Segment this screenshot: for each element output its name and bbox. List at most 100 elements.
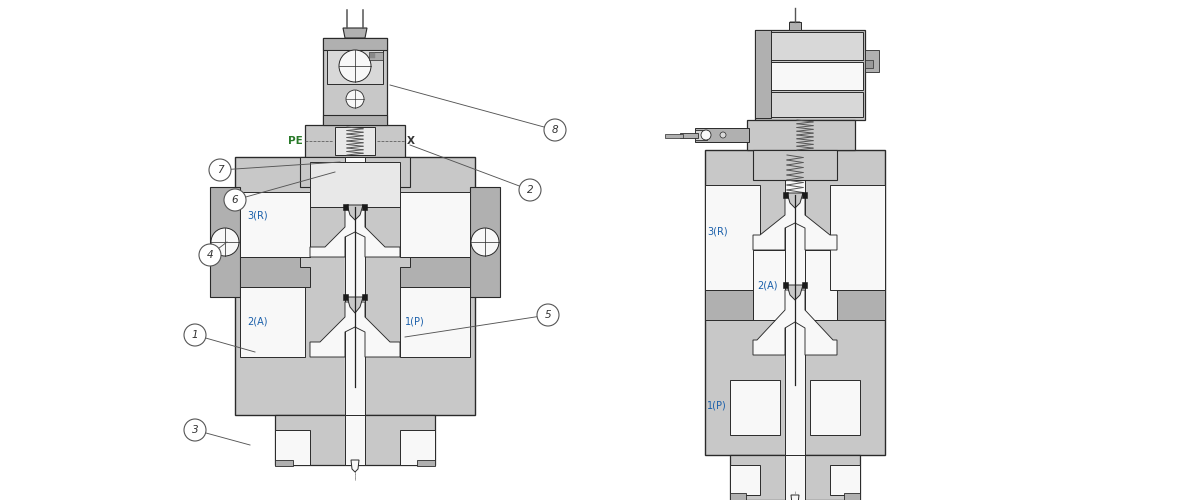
Text: X: X xyxy=(407,136,415,146)
Bar xyxy=(695,128,749,142)
Bar xyxy=(695,130,707,140)
Bar xyxy=(757,62,863,90)
Bar xyxy=(362,204,367,210)
Text: 6: 6 xyxy=(231,195,238,205)
Text: 5: 5 xyxy=(545,310,551,320)
Text: 2: 2 xyxy=(527,185,533,195)
Circle shape xyxy=(471,228,500,256)
Bar xyxy=(757,32,863,60)
Bar xyxy=(335,127,375,155)
Bar xyxy=(830,185,885,290)
Bar xyxy=(754,150,837,180)
Text: 8: 8 xyxy=(552,125,558,135)
Bar xyxy=(801,282,807,288)
Bar xyxy=(323,38,387,128)
Circle shape xyxy=(701,130,710,140)
Circle shape xyxy=(208,159,231,181)
Text: 3(R): 3(R) xyxy=(247,210,267,220)
Bar xyxy=(789,22,801,30)
Circle shape xyxy=(720,132,726,138)
Bar xyxy=(830,465,860,495)
Bar xyxy=(276,460,294,466)
Polygon shape xyxy=(791,495,799,500)
Circle shape xyxy=(211,228,238,256)
Bar xyxy=(276,415,435,465)
Bar xyxy=(300,157,410,187)
Text: 3(R): 3(R) xyxy=(707,227,727,237)
Circle shape xyxy=(339,50,371,82)
Polygon shape xyxy=(837,290,885,320)
Bar xyxy=(343,204,347,210)
Bar xyxy=(417,460,435,466)
Bar xyxy=(310,162,400,207)
Bar xyxy=(865,60,873,68)
Bar xyxy=(755,30,772,118)
Bar xyxy=(730,380,780,435)
Bar xyxy=(730,455,860,500)
Polygon shape xyxy=(310,302,400,357)
Polygon shape xyxy=(787,193,803,208)
Bar xyxy=(757,92,863,117)
Circle shape xyxy=(544,119,565,141)
Bar xyxy=(665,134,683,138)
Text: 4: 4 xyxy=(207,250,213,260)
Polygon shape xyxy=(789,22,800,30)
Circle shape xyxy=(346,90,364,108)
Polygon shape xyxy=(310,207,400,257)
Polygon shape xyxy=(347,297,363,313)
Bar xyxy=(240,287,305,357)
Bar xyxy=(305,125,405,157)
Circle shape xyxy=(184,419,206,441)
Text: 2(A): 2(A) xyxy=(757,280,778,290)
Bar xyxy=(345,157,365,415)
Bar xyxy=(680,133,698,138)
Bar xyxy=(327,50,383,84)
Bar xyxy=(754,250,785,320)
Bar xyxy=(362,294,367,300)
Bar xyxy=(345,415,365,465)
Bar xyxy=(730,493,746,500)
Bar xyxy=(785,455,805,500)
Bar xyxy=(704,150,885,455)
Bar xyxy=(785,150,805,455)
Bar xyxy=(783,192,788,198)
Bar xyxy=(323,38,387,50)
Bar xyxy=(748,120,855,150)
Bar xyxy=(783,282,788,288)
Text: 1(P): 1(P) xyxy=(405,317,425,327)
Polygon shape xyxy=(343,28,367,38)
Polygon shape xyxy=(400,257,470,287)
Bar xyxy=(240,192,310,257)
Text: 2(A): 2(A) xyxy=(247,317,267,327)
Bar xyxy=(235,157,474,415)
Polygon shape xyxy=(347,205,363,220)
Polygon shape xyxy=(704,290,754,320)
Bar xyxy=(704,185,760,290)
Polygon shape xyxy=(240,257,310,287)
Circle shape xyxy=(537,304,559,326)
Polygon shape xyxy=(754,290,837,355)
Bar xyxy=(276,430,310,465)
Bar xyxy=(810,380,860,435)
Bar xyxy=(755,30,865,120)
Bar xyxy=(400,287,470,357)
Circle shape xyxy=(199,244,220,266)
Bar xyxy=(845,493,860,500)
Bar xyxy=(370,53,375,58)
Polygon shape xyxy=(351,460,359,472)
Text: 7: 7 xyxy=(217,165,223,175)
Text: PE: PE xyxy=(289,136,303,146)
Circle shape xyxy=(224,189,246,211)
Polygon shape xyxy=(787,285,803,300)
Bar xyxy=(369,52,383,60)
Circle shape xyxy=(519,179,541,201)
Bar xyxy=(470,187,500,297)
Bar xyxy=(400,192,470,257)
Bar xyxy=(323,115,387,125)
Bar xyxy=(343,294,347,300)
Text: 3: 3 xyxy=(192,425,199,435)
Bar xyxy=(805,250,837,320)
Bar xyxy=(400,430,435,465)
Bar xyxy=(865,50,879,72)
Bar xyxy=(730,465,760,495)
